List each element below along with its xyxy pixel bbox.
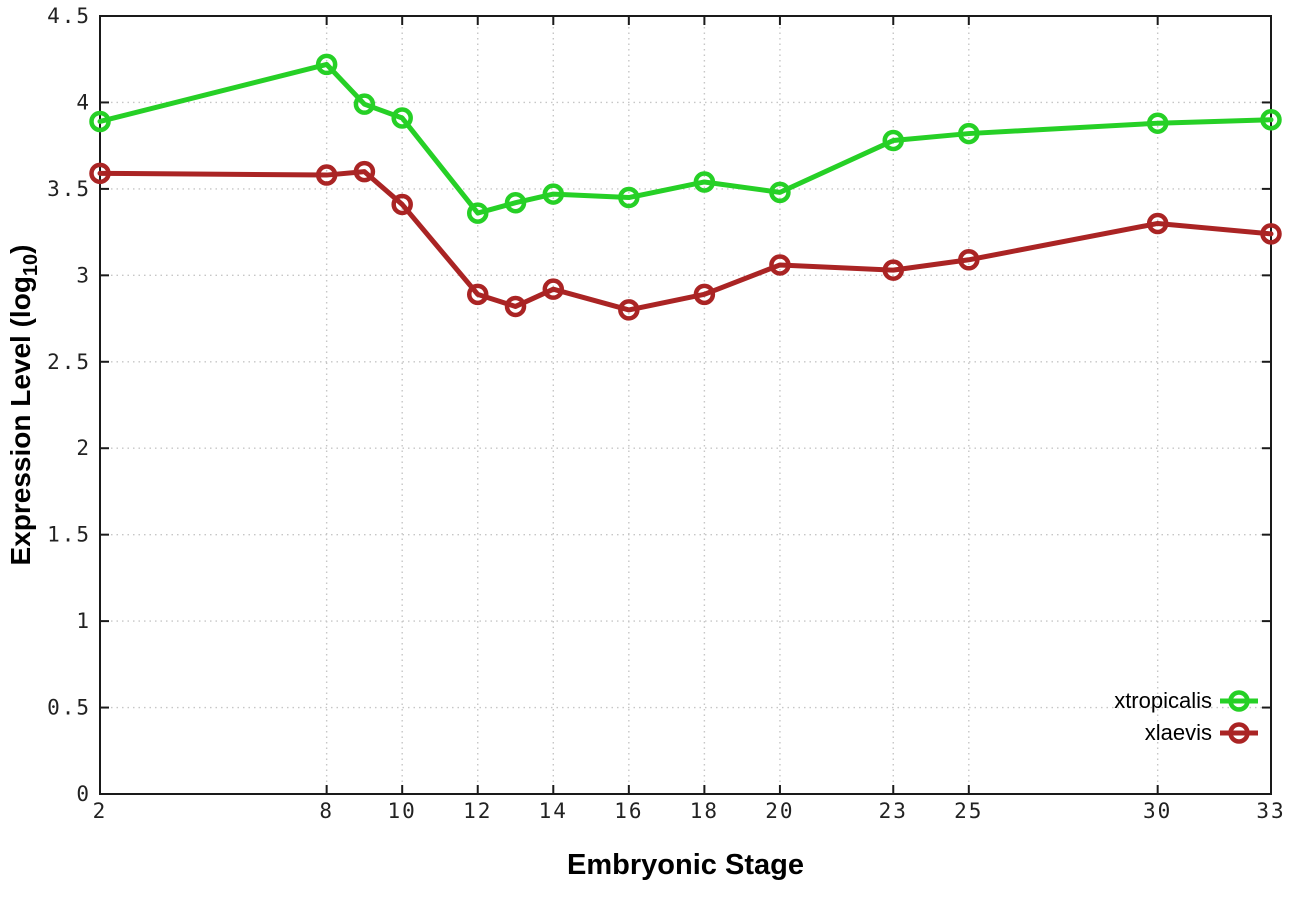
data-point-xlaevis: [1146, 212, 1169, 235]
data-point-xlaevis: [769, 254, 791, 276]
y-tick-label: 2.5: [47, 350, 91, 374]
data-point-xtropicalis: [958, 122, 980, 145]
x-tick-label: 2: [93, 799, 108, 823]
y-tick-label: 3: [76, 263, 91, 287]
x-tick-label: 20: [765, 799, 794, 823]
y-tick-label: 1: [76, 609, 91, 633]
data-point-xlaevis: [89, 162, 111, 185]
data-point-xlaevis: [353, 160, 376, 183]
x-tick-label: 23: [879, 799, 908, 823]
legend-marker-xtropicalis: [1228, 690, 1250, 712]
data-point-xtropicalis: [315, 53, 338, 76]
data-point-xlaevis: [1260, 223, 1282, 245]
data-point-xtropicalis: [618, 186, 640, 209]
x-tick-label: 14: [539, 799, 568, 823]
data-point-xtropicalis: [89, 110, 111, 133]
x-tick-label: 18: [690, 799, 719, 823]
data-point-xtropicalis: [542, 183, 565, 205]
plot-border: [99, 15, 1272, 795]
x-tick-label: 16: [614, 799, 643, 823]
data-point-xtropicalis: [353, 93, 376, 115]
y-tick-label: 0.5: [47, 696, 91, 720]
data-point-xlaevis: [693, 283, 716, 306]
x-axis-title: Embryonic Stage: [567, 849, 804, 881]
y-tick-label: 4.5: [47, 4, 91, 28]
legend-marker-xlaevis: [1228, 722, 1250, 744]
data-point-xtropicalis: [769, 181, 791, 204]
x-tick-label: 10: [388, 799, 417, 823]
y-axis-title: Expression Level (log10): [5, 245, 42, 566]
x-tick-label: 30: [1143, 799, 1172, 823]
data-point-xlaevis: [391, 193, 413, 216]
data-point-xlaevis: [882, 259, 905, 281]
data-point-xtropicalis: [1260, 108, 1282, 131]
data-point-xtropicalis: [466, 202, 489, 224]
data-point-xtropicalis: [882, 129, 905, 152]
data-point-xtropicalis: [693, 171, 716, 193]
x-tick-label: 12: [463, 799, 492, 823]
data-point-xlaevis: [315, 164, 338, 186]
data-point-xtropicalis: [504, 191, 527, 214]
x-tick-label: 8: [319, 799, 334, 823]
x-tick-label: 25: [954, 799, 983, 823]
y-tick-label: 1.5: [47, 523, 91, 547]
legend-label-xlaevis: xlaevis: [1145, 720, 1212, 745]
y-tick-label: 3.5: [47, 177, 91, 201]
data-point-xtropicalis: [391, 107, 413, 129]
data-point-xtropicalis: [1146, 112, 1169, 134]
data-point-xlaevis: [504, 295, 527, 318]
data-point-xlaevis: [618, 299, 640, 321]
y-tick-label: 4: [76, 90, 91, 114]
data-point-xlaevis: [542, 278, 565, 300]
legend-label-xtropicalis: xtropicalis: [1114, 688, 1212, 713]
x-tick-label: 33: [1256, 799, 1285, 823]
y-tick-label: 0: [76, 782, 91, 806]
y-tick-label: 2: [76, 436, 91, 460]
data-point-xlaevis: [466, 283, 489, 306]
data-point-xlaevis: [958, 249, 980, 271]
